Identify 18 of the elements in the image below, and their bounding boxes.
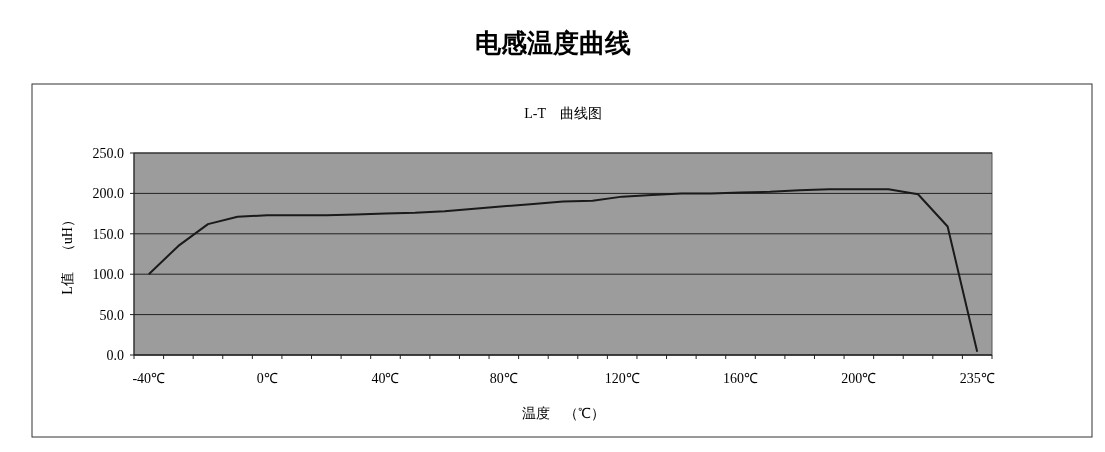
x-tick-label: 235℃: [959, 371, 995, 386]
x-tick-label: 40℃: [371, 371, 400, 386]
chart-subtitle: L-T 曲线图: [524, 106, 602, 121]
x-axis-title: 温度 （℃）: [521, 406, 605, 421]
y-tick-label: 50.0: [99, 307, 124, 323]
y-tick-label: 250.0: [92, 146, 124, 161]
x-tick-label: 160℃: [723, 371, 759, 386]
x-tick-label: 80℃: [489, 371, 518, 386]
y-tick-label: 150.0: [92, 226, 124, 242]
x-tick-label: 0℃: [256, 371, 278, 386]
x-tick-label: -40℃: [132, 371, 166, 386]
y-axis-title: L值 （uH）: [60, 213, 75, 295]
y-tick-label: 0.0: [106, 348, 124, 363]
y-tick-label: 100.0: [92, 267, 124, 283]
chart-title: 电感温度曲线: [474, 29, 631, 58]
y-tick-label: 200.0: [92, 186, 124, 202]
x-tick-label: 200℃: [841, 371, 877, 386]
x-tick-label: 120℃: [604, 371, 640, 386]
